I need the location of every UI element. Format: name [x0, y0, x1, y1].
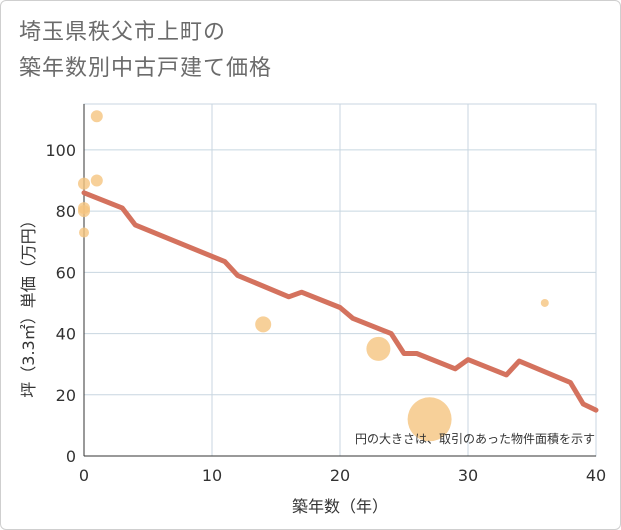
data-point [255, 316, 272, 333]
points-layer [78, 110, 549, 442]
trend-line [81, 190, 599, 413]
data-point [90, 110, 103, 123]
y-tick-label: 40 [56, 325, 76, 344]
data-point [407, 397, 452, 442]
x-tick-label: 30 [458, 466, 478, 485]
data-point [78, 205, 90, 218]
grid-lines [83, 103, 597, 457]
chart-title-line1: 埼玉県秩父市上町の [19, 20, 227, 45]
data-point [79, 227, 89, 238]
data-point [366, 336, 391, 361]
y-tick-label: 0 [66, 447, 76, 466]
data-point [540, 298, 549, 307]
data-point [90, 174, 103, 187]
trend-layer [81, 190, 599, 413]
x-axis-label: 築年数（年） [292, 497, 388, 516]
chart-title-line2: 築年数別中古戸建て価格 [19, 56, 273, 81]
y-tick-label: 60 [56, 263, 76, 282]
axes [83, 104, 596, 457]
y-tick-label: 80 [56, 202, 76, 221]
size-legend-note: 円の大きさは、取引のあった物件面積を示す [355, 431, 595, 446]
tick-labels: 0 20 40 60 80 100 0 10 20 30 40 [45, 141, 606, 485]
x-tick-label: 0 [79, 466, 89, 485]
chart-title: 埼玉県秩父市上町の 築年数別中古戸建て価格 [19, 15, 272, 87]
y-tick-label: 20 [56, 386, 76, 405]
y-axis-label: 坪（3.3㎡）単価（万円） [19, 212, 38, 397]
x-tick-label: 10 [202, 466, 222, 485]
x-tick-label: 40 [586, 466, 606, 485]
data-point [78, 177, 90, 190]
y-tick-label: 100 [45, 141, 76, 160]
x-tick-label: 20 [330, 466, 350, 485]
